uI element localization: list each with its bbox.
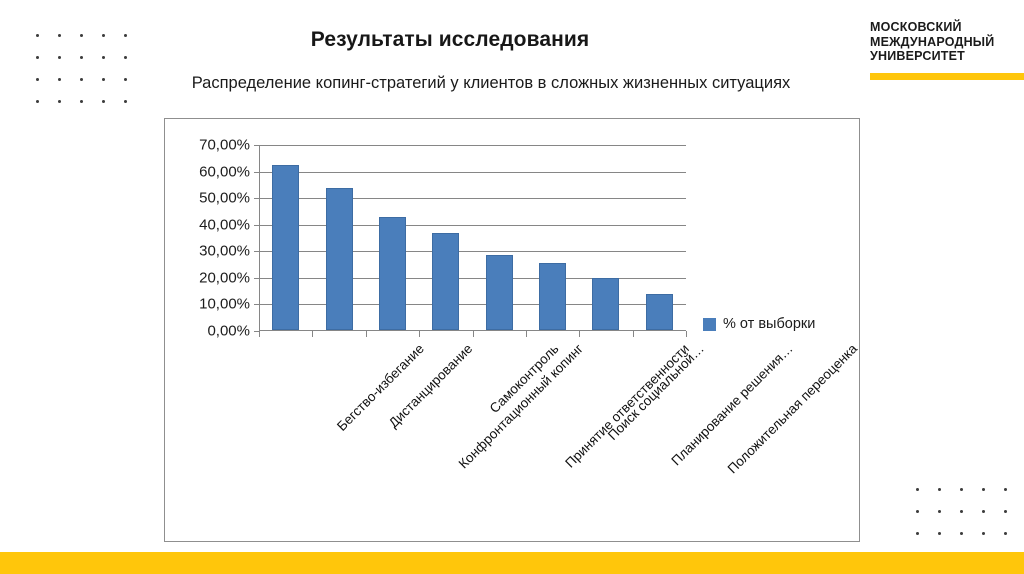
decorative-dot xyxy=(1003,509,1007,513)
chart-container: 0,00% 10,00% 20,00% 30,00% 40,00% 50,00% 60,00… xyxy=(164,118,860,542)
decorative-dot xyxy=(937,509,941,513)
chart-bar xyxy=(645,293,673,330)
footer-accent-band xyxy=(0,552,1024,574)
y-axis-tick xyxy=(254,304,259,306)
y-axis-tick-label: 60,00% xyxy=(199,163,250,181)
y-axis-tick-label: 10,00% xyxy=(199,295,250,313)
decorative-dot xyxy=(79,33,83,37)
y-axis-tick xyxy=(254,224,259,226)
logo-line-1: МОСКОВСКИЙ xyxy=(870,20,962,34)
x-axis-tick xyxy=(579,331,581,337)
y-axis-tick xyxy=(254,277,259,279)
decorative-dot xyxy=(937,487,941,491)
decorative-dot xyxy=(57,33,61,37)
decorative-dot xyxy=(35,99,39,103)
decorative-dot xyxy=(981,509,985,513)
decorative-dot xyxy=(35,77,39,81)
chart-bar xyxy=(485,255,513,330)
x-axis-tick xyxy=(472,331,474,337)
gridline xyxy=(259,171,686,173)
x-axis-category-label: Дистанцирование xyxy=(385,341,476,431)
gridline xyxy=(259,304,686,306)
y-axis-line xyxy=(259,145,260,331)
legend-color-swatch xyxy=(703,317,716,331)
y-axis-tick xyxy=(254,145,259,146)
chart-bar xyxy=(378,216,406,330)
chart-bar xyxy=(592,277,620,330)
decorative-dot-grid-top-left xyxy=(26,24,136,112)
chart-plot-area: 0,00% 10,00% 20,00% 30,00% 40,00% 50,00% 60,00… xyxy=(199,137,860,477)
x-axis-tick xyxy=(365,331,367,337)
decorative-dot xyxy=(35,33,39,37)
logo-line-3: УНИВЕРСИТЕТ xyxy=(870,49,965,63)
chart-bar xyxy=(272,164,300,330)
decorative-dot xyxy=(123,77,127,81)
decorative-dot xyxy=(123,55,127,59)
university-logo: МОСКОВСКИЙ МЕЖДУНАРОДНЫЙ УНИВЕРСИТЕТ xyxy=(856,20,1024,80)
decorative-dot xyxy=(123,99,127,103)
y-axis-tick-label: 40,00% xyxy=(199,216,250,234)
x-axis-tick xyxy=(259,331,260,337)
x-axis-category-label: Конфронтационный копинг xyxy=(456,341,587,472)
decorative-dot xyxy=(57,99,61,103)
decorative-dot xyxy=(915,487,919,491)
decorative-dot xyxy=(959,487,963,491)
x-axis-category-label: Принятие ответственности xyxy=(562,341,693,471)
y-axis-tick xyxy=(254,171,259,173)
decorative-dot xyxy=(937,531,941,535)
legend-label: % от выборки xyxy=(723,316,816,332)
decorative-dot xyxy=(981,487,985,491)
decorative-dot xyxy=(915,509,919,513)
x-axis-tick xyxy=(686,331,687,337)
gridline xyxy=(259,145,686,146)
decorative-dot xyxy=(915,531,919,535)
decorative-dot xyxy=(101,55,105,59)
page-title: Результаты исследования xyxy=(310,28,590,51)
y-axis-tick xyxy=(254,251,259,253)
decorative-dot xyxy=(101,77,105,81)
decorative-dot xyxy=(57,77,61,81)
decorative-dot xyxy=(981,531,985,535)
decorative-dot xyxy=(959,509,963,513)
y-axis-tick-label: 20,00% xyxy=(199,269,250,287)
decorative-dot xyxy=(79,55,83,59)
x-axis-tick xyxy=(312,331,314,337)
decorative-dot xyxy=(79,77,83,81)
logo-accent-rule xyxy=(870,72,1024,80)
logo-line-2: МЕЖДУНАРОДНЫЙ xyxy=(870,34,995,49)
x-axis-line xyxy=(259,329,686,331)
decorative-dot xyxy=(35,55,39,59)
x-axis-tick xyxy=(525,331,527,337)
gridline xyxy=(259,251,686,253)
decorative-dot xyxy=(123,33,127,37)
chart-bar xyxy=(325,187,353,330)
y-axis-tick-label: 30,00% xyxy=(199,242,250,260)
decorative-dot xyxy=(79,99,83,103)
x-axis-category-label: Поиск социальной… xyxy=(604,341,707,444)
chart-bar xyxy=(539,263,567,330)
chart-legend: % от выборки xyxy=(703,316,815,332)
y-axis-tick-label: 50,00% xyxy=(199,189,250,207)
y-axis-tick-label: 0,00% xyxy=(207,322,250,340)
decorative-dot xyxy=(959,531,963,535)
x-axis-category-label: Бегство-избегание xyxy=(333,341,427,434)
gridline xyxy=(259,224,686,226)
gridline xyxy=(259,198,686,200)
x-axis-category-label: Положительная переоценка xyxy=(725,341,861,477)
chart-bar xyxy=(432,232,460,330)
decorative-dot xyxy=(57,55,61,59)
y-axis-tick xyxy=(254,198,259,200)
x-axis-tick xyxy=(419,331,421,337)
decorative-dot xyxy=(1003,487,1007,491)
y-axis-tick xyxy=(254,331,259,332)
decorative-dot xyxy=(1003,531,1007,535)
gridline xyxy=(259,277,686,279)
x-axis-tick xyxy=(632,331,634,337)
logo-text: МОСКОВСКИЙ МЕЖДУНАРОДНЫЙ УНИВЕРСИТЕТ xyxy=(856,20,1024,64)
decorative-dot xyxy=(101,99,105,103)
y-axis-tick-label: 70,00% xyxy=(199,136,250,154)
page-subtitle: Распределение копинг-стратегий у клиенто… xyxy=(191,74,791,92)
decorative-dot xyxy=(101,33,105,37)
